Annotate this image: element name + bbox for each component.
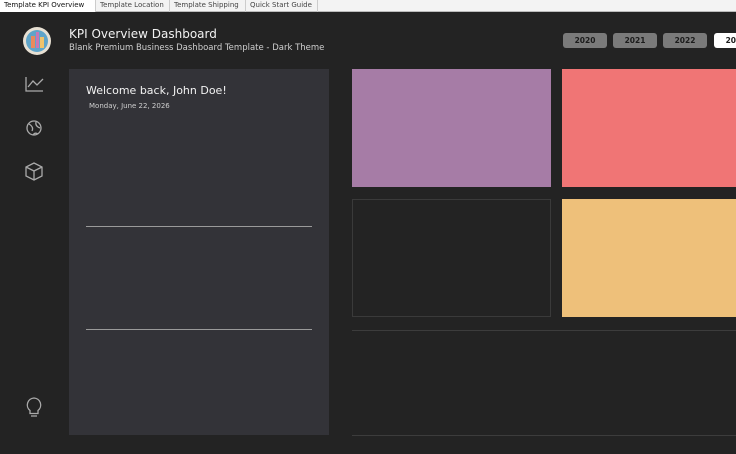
kpi-tile [352, 199, 551, 317]
dashboard-title: KPI Overview Dashboard [69, 27, 217, 41]
tab-bar: Template KPI Overview Template Location … [0, 0, 736, 12]
divider [352, 330, 736, 331]
year-button-clip: 2023 [714, 33, 736, 48]
kpi-tile [562, 69, 736, 187]
tab[interactable]: Template KPI Overview [0, 0, 96, 12]
kpi-tile [352, 69, 551, 187]
divider [86, 226, 312, 227]
bulb-icon[interactable] [25, 396, 43, 420]
box-icon[interactable] [25, 162, 43, 181]
dashboard-subtitle: Blank Premium Business Dashboard Templat… [69, 43, 325, 53]
kpi-tile [562, 199, 736, 317]
divider [86, 329, 312, 330]
sidebar-icons [25, 77, 44, 181]
year-button[interactable]: 2020 [563, 33, 607, 48]
logo [23, 27, 51, 55]
year-button[interactable]: 2021 [613, 33, 657, 48]
year-button[interactable]: 2022 [663, 33, 707, 48]
welcome-date: Monday, June 22, 2026 [89, 102, 170, 110]
tab[interactable]: Template Location [96, 0, 170, 12]
welcome-panel [69, 69, 329, 435]
year-button[interactable]: 2023 [714, 33, 736, 48]
tab[interactable]: Template Shipping [170, 0, 246, 12]
chart-icon[interactable] [25, 77, 44, 92]
divider [352, 435, 736, 436]
globe-icon[interactable] [26, 120, 42, 136]
tab[interactable]: Quick Start Guide [246, 0, 318, 12]
welcome-greeting: Welcome back, John Doe! [86, 84, 227, 97]
